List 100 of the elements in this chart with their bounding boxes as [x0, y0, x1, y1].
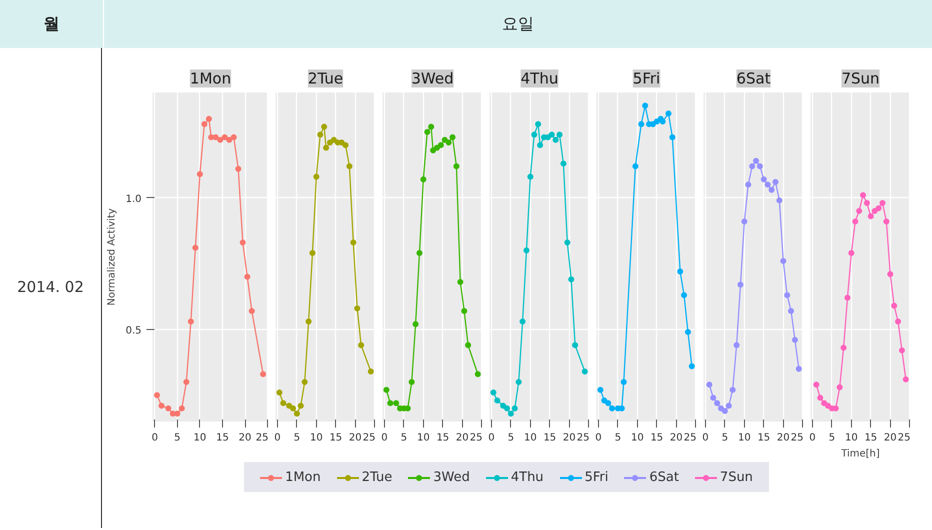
x-tick-label: 20 [238, 432, 252, 444]
point [230, 134, 237, 140]
point [665, 110, 672, 117]
point [756, 163, 763, 170]
x-tick-label: 10 [738, 432, 751, 444]
point [294, 410, 300, 417]
point [154, 392, 160, 398]
x-tick-label: 5 [828, 432, 836, 444]
x-tick-label: 0 [488, 432, 495, 444]
x-tick-label: 10 [194, 432, 206, 444]
point [248, 308, 255, 314]
x-tick-label: 20 [884, 432, 897, 444]
x-tick-label: 20 [456, 432, 469, 444]
x-tick-label: 20 [670, 432, 683, 444]
point [383, 386, 390, 393]
point [309, 250, 316, 256]
point [902, 376, 909, 382]
y-tick-label: 1.0 [126, 194, 142, 205]
point [760, 176, 767, 182]
point [852, 218, 858, 224]
point [796, 366, 802, 372]
point [474, 371, 481, 378]
point [342, 142, 349, 148]
point [321, 124, 328, 130]
x-tick-label: 0 [702, 432, 709, 444]
legend-label: 6Sat [649, 468, 679, 487]
x-tick-label: 20 [562, 432, 576, 444]
point [745, 182, 752, 188]
y-tick-label: 0.5 [126, 325, 142, 336]
point [508, 410, 514, 417]
x-tick-label: 25 [898, 432, 911, 444]
x-tick-label: 20 [348, 432, 362, 444]
point [788, 308, 794, 314]
point [535, 121, 542, 128]
x-tick-label: 25 [362, 432, 376, 444]
point [346, 163, 352, 170]
point [876, 205, 882, 212]
chart-title: 7Sun [841, 70, 880, 88]
x-tick-label: 5 [508, 432, 514, 444]
point [424, 128, 430, 135]
point [178, 405, 185, 412]
point [891, 302, 898, 309]
point [714, 400, 720, 406]
point [222, 134, 228, 140]
point [879, 200, 886, 206]
point [412, 321, 419, 328]
point [276, 390, 282, 396]
point [430, 147, 436, 154]
point [688, 363, 695, 370]
x-tick-label: 25 [790, 432, 804, 444]
point [898, 347, 905, 354]
point [188, 318, 194, 324]
point [240, 240, 246, 246]
x-tick-label: 10 [630, 432, 644, 444]
legend-label: 3Wed [433, 468, 470, 487]
x-tick-label: 5 [294, 432, 300, 444]
point [196, 171, 203, 178]
point [895, 318, 902, 324]
text: 2014. 02 [0, 48, 102, 528]
point [681, 292, 688, 298]
point [192, 244, 198, 251]
point [548, 132, 555, 138]
point [737, 282, 744, 288]
point [768, 186, 775, 193]
x-tick-label: 15 [650, 432, 664, 444]
point [722, 408, 728, 414]
point [638, 121, 644, 128]
point [512, 405, 518, 412]
x-tick-label: 0 [381, 432, 388, 444]
point [568, 276, 574, 282]
point [883, 218, 890, 224]
point [494, 397, 500, 404]
x-tick-label: 10 [416, 432, 430, 444]
x-axis-title: Time[h] [840, 448, 880, 460]
point [597, 386, 604, 393]
point [741, 218, 748, 224]
point [764, 182, 771, 188]
point [393, 400, 400, 406]
point [387, 400, 394, 406]
point [531, 132, 538, 138]
point [582, 368, 588, 374]
x-tick-label: 15 [436, 432, 450, 444]
point [860, 192, 866, 198]
point [840, 344, 847, 351]
x-tick-label: 25 [470, 432, 483, 444]
point [330, 136, 337, 143]
point [317, 132, 324, 138]
point [836, 384, 843, 390]
legend-label: 5Fri [584, 468, 608, 487]
point [244, 274, 250, 280]
point [620, 379, 627, 386]
point [280, 400, 286, 406]
point [784, 292, 790, 298]
point [780, 258, 786, 264]
x-tick-label: 25 [256, 432, 269, 444]
point [887, 271, 894, 278]
x-tick-label: 0 [274, 432, 281, 444]
point [408, 379, 415, 386]
x-tick-label: 0 [809, 432, 816, 444]
point [726, 402, 732, 409]
